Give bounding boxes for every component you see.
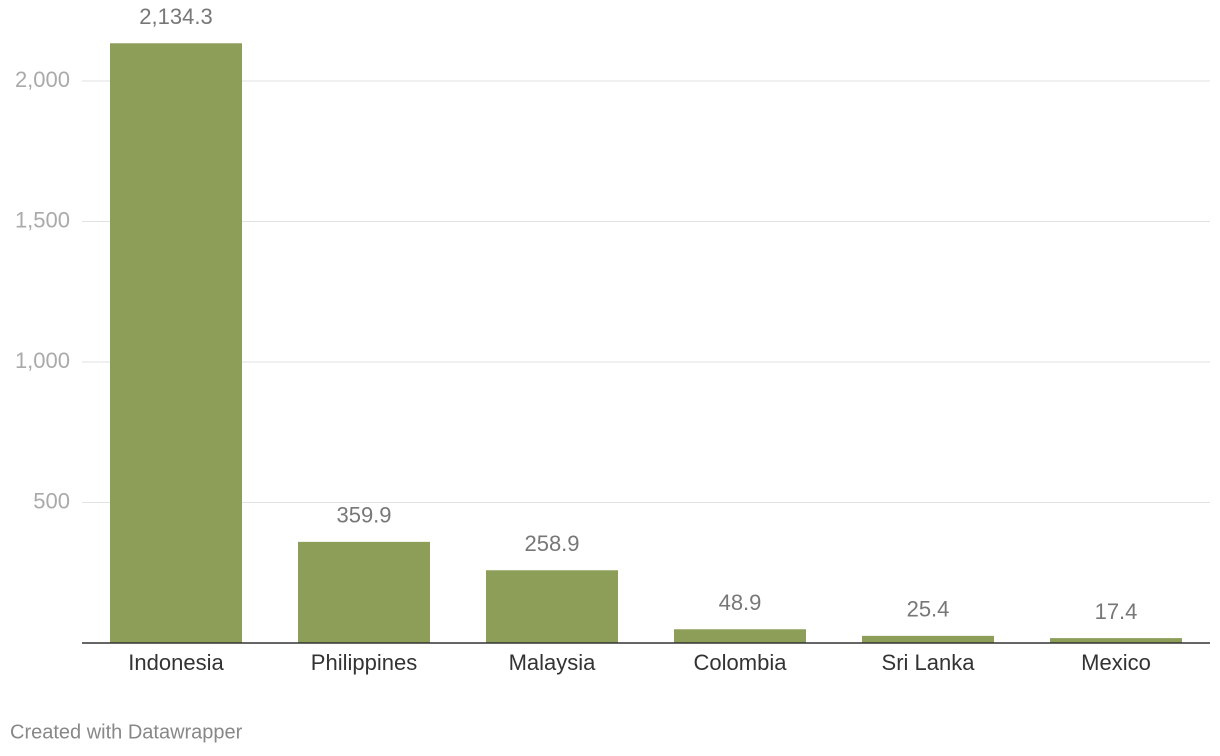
x-tick-label: Mexico	[1081, 650, 1151, 675]
bar	[486, 570, 618, 643]
value-label: 17.4	[1095, 599, 1138, 624]
bar	[1050, 638, 1182, 643]
x-tick-label: Philippines	[311, 650, 417, 675]
y-tick-label: 500	[33, 488, 70, 513]
value-label: 2,134.3	[139, 4, 212, 29]
x-tick-label: Sri Lanka	[882, 650, 976, 675]
bar	[674, 629, 806, 643]
y-tick-label: 1,000	[15, 348, 70, 373]
value-label: 25.4	[907, 597, 950, 622]
value-label: 48.9	[719, 590, 762, 615]
bar	[862, 635, 994, 643]
x-tick-label: Indonesia	[128, 650, 224, 675]
y-tick-label: 1,500	[15, 207, 70, 232]
value-label: 258.9	[524, 531, 579, 556]
bar	[110, 43, 242, 643]
y-tick-label: 2,000	[15, 67, 70, 92]
x-tick-label: Colombia	[694, 650, 788, 675]
x-tick-label: Malaysia	[509, 650, 597, 675]
bar	[298, 541, 430, 643]
value-label: 359.9	[336, 503, 391, 528]
credit: Created with Datawrapper	[10, 721, 243, 743]
